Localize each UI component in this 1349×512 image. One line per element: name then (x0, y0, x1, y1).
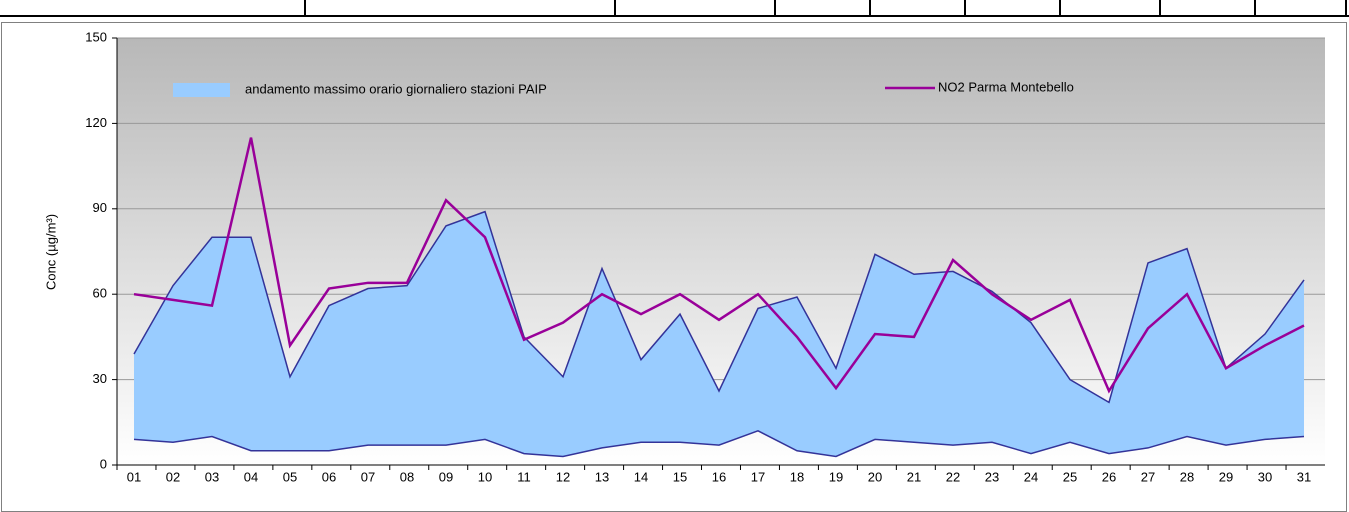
band-lower (133, 430, 1305, 458)
x-tick-label: 26 (1102, 469, 1116, 484)
x-tick-label: 22 (946, 469, 960, 484)
band-area (134, 211, 1304, 457)
x-tick-label: 18 (790, 469, 804, 484)
x-tick-label: 29 (1219, 469, 1233, 484)
x-tick-label: 17 (751, 469, 765, 484)
series-line (133, 137, 1305, 394)
x-tick-label: 07 (361, 469, 375, 484)
legend-label: andamento massimo orario giornaliero sta… (245, 81, 547, 96)
y-tick-label: 0 (100, 456, 107, 471)
legend-swatch (173, 83, 230, 97)
x-tick-label: 03 (205, 469, 219, 484)
x-tick-label: 06 (322, 469, 336, 484)
x-tick-label: 15 (673, 469, 687, 484)
x-tick-label: 02 (166, 469, 180, 484)
x-tick-label: 13 (595, 469, 609, 484)
y-axis-label: Conc (µg/m³) (43, 214, 58, 290)
y-tick-label: 120 (85, 115, 107, 130)
x-tick-label: 16 (712, 469, 726, 484)
legend-label: NO2 Parma Montebello (938, 79, 1074, 94)
y-tick-label: 60 (93, 286, 107, 301)
x-tick-label: 31 (1297, 469, 1311, 484)
x-tick-label: 23 (985, 469, 999, 484)
x-tick-label: 08 (400, 469, 414, 484)
y-tick-label: 150 (85, 29, 107, 44)
x-tick-label: 09 (439, 469, 453, 484)
x-tick-label: 28 (1180, 469, 1194, 484)
x-tick-label: 14 (634, 469, 648, 484)
x-tick-label: 11 (517, 469, 531, 484)
x-tick-label: 04 (244, 469, 258, 484)
x-tick-label: 10 (478, 469, 492, 484)
x-tick-label: 01 (127, 469, 141, 484)
y-tick-label: 90 (93, 200, 107, 215)
x-tick-label: 05 (283, 469, 297, 484)
x-tick-label: 21 (907, 469, 921, 484)
x-tick-label: 20 (868, 469, 882, 484)
top-table (0, 0, 1349, 17)
y-tick-label: 30 (93, 371, 107, 386)
band-upper (133, 210, 1305, 404)
x-tick-label: 24 (1024, 469, 1038, 484)
x-tick-label: 27 (1141, 469, 1155, 484)
x-tick-label: 25 (1063, 469, 1077, 484)
x-tick-label: 30 (1258, 469, 1272, 484)
x-tick-label: 12 (556, 469, 570, 484)
x-tick-label: 19 (829, 469, 843, 484)
